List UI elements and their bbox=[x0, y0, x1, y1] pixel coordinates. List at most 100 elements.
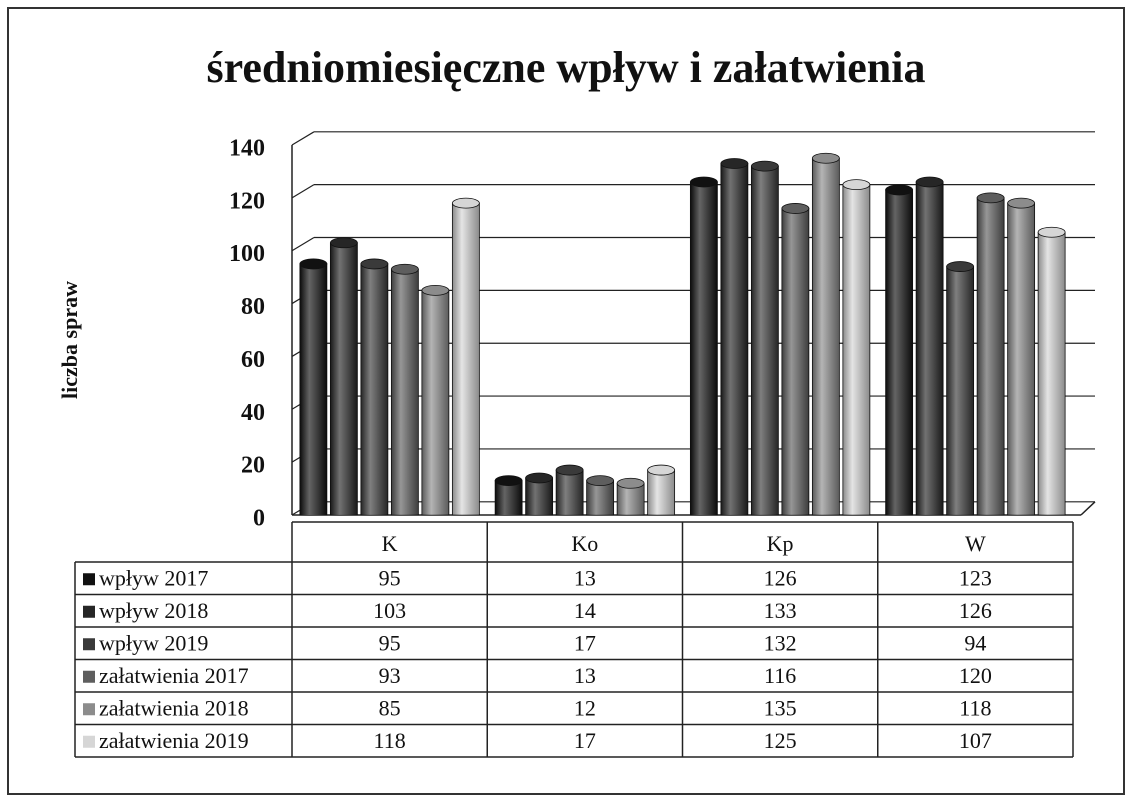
legend-swatch bbox=[83, 703, 95, 716]
bar bbox=[360, 258, 389, 516]
bar-top bbox=[1007, 197, 1036, 209]
table-value: 126 bbox=[959, 598, 992, 623]
bar bbox=[494, 475, 523, 516]
legend-label: załatwienia 2019 bbox=[99, 728, 249, 753]
bar-shine bbox=[842, 184, 870, 515]
bar-shine bbox=[751, 166, 779, 515]
bar-shine bbox=[299, 263, 327, 515]
grid-line bbox=[291, 184, 315, 199]
floor-line bbox=[1080, 501, 1096, 516]
bar bbox=[390, 263, 419, 516]
bar bbox=[750, 160, 779, 516]
bar-top bbox=[946, 261, 975, 272]
bar-shine bbox=[391, 269, 419, 515]
bar bbox=[616, 477, 645, 516]
bar bbox=[976, 192, 1005, 516]
table-value: 94 bbox=[964, 630, 986, 655]
bar-top bbox=[647, 464, 676, 476]
bar-shine bbox=[885, 189, 913, 515]
table-value: 85 bbox=[379, 695, 401, 720]
bar bbox=[555, 464, 584, 516]
bar-top bbox=[616, 477, 645, 489]
bar-top bbox=[555, 464, 584, 476]
table-value: 123 bbox=[959, 565, 992, 590]
grid-line bbox=[291, 131, 315, 146]
bar-shine bbox=[452, 203, 480, 515]
table-value: 125 bbox=[764, 728, 797, 753]
bar-shine bbox=[1038, 232, 1066, 515]
bar bbox=[525, 472, 554, 516]
bar-shine bbox=[421, 290, 449, 515]
bar-shine bbox=[781, 208, 809, 515]
table-value: 116 bbox=[764, 663, 796, 688]
y-tick-label: 80 bbox=[241, 294, 265, 320]
table-value: 107 bbox=[959, 728, 992, 753]
bar-top bbox=[451, 197, 480, 209]
table-value: 13 bbox=[574, 565, 596, 590]
table-value: 95 bbox=[379, 565, 401, 590]
bar-top bbox=[750, 160, 779, 172]
bar-top bbox=[494, 475, 523, 487]
bar-top bbox=[781, 203, 810, 214]
bar-shine bbox=[720, 163, 748, 515]
legend-label: załatwienia 2018 bbox=[99, 695, 249, 720]
y-tick-label: 140 bbox=[229, 136, 265, 162]
bar-shine bbox=[916, 182, 944, 515]
bar-top bbox=[586, 475, 615, 487]
bar bbox=[1007, 197, 1036, 516]
bar bbox=[647, 464, 676, 516]
legend-label: załatwienia 2017 bbox=[99, 663, 249, 688]
grid-line bbox=[291, 236, 315, 252]
bar-top bbox=[525, 472, 554, 484]
bar bbox=[586, 475, 615, 516]
y-tick-label: 40 bbox=[241, 400, 265, 426]
bar-shine bbox=[647, 470, 675, 515]
table-value: 12 bbox=[574, 695, 596, 720]
bar-shine bbox=[330, 242, 358, 516]
legend-label: wpływ 2017 bbox=[99, 565, 208, 590]
y-tick-label: 20 bbox=[241, 453, 265, 479]
bar-shine bbox=[360, 263, 388, 515]
bar-top bbox=[1037, 226, 1066, 238]
bar bbox=[299, 258, 328, 516]
bar bbox=[1037, 226, 1066, 516]
x-tick-label: Kp bbox=[767, 531, 794, 556]
table-value: 14 bbox=[574, 598, 596, 623]
x-tick-label: Ko bbox=[571, 531, 598, 556]
bar-top bbox=[811, 152, 840, 164]
bar-top bbox=[329, 237, 358, 249]
bar-shine bbox=[812, 158, 840, 515]
bar-shine bbox=[977, 197, 1005, 515]
bar-shine bbox=[586, 480, 614, 515]
table-value: 126 bbox=[764, 565, 797, 590]
bar-top bbox=[360, 258, 389, 270]
bar-top bbox=[976, 192, 1005, 204]
x-tick-label: K bbox=[382, 531, 398, 556]
chart-title: średniomiesięczne wpływ i załatwienia bbox=[207, 43, 926, 92]
table-value: 118 bbox=[959, 695, 991, 720]
bar bbox=[885, 184, 914, 516]
bar-top bbox=[915, 176, 944, 188]
bar-top bbox=[885, 184, 914, 196]
bar-top bbox=[720, 158, 749, 169]
bar bbox=[720, 158, 749, 516]
y-tick-label: 120 bbox=[229, 188, 265, 214]
bar bbox=[946, 261, 975, 516]
bar-top bbox=[299, 258, 328, 270]
bar bbox=[421, 284, 450, 516]
table-value: 133 bbox=[764, 598, 797, 623]
legend-swatch bbox=[83, 670, 95, 683]
table-value: 17 bbox=[574, 728, 596, 753]
table-value: 120 bbox=[959, 663, 992, 688]
table-value: 135 bbox=[764, 695, 797, 720]
bar-shine bbox=[690, 182, 718, 515]
table-value: 132 bbox=[764, 630, 797, 655]
table-value: 95 bbox=[379, 630, 401, 655]
table-value: 118 bbox=[374, 728, 406, 753]
legend-label: wpływ 2019 bbox=[99, 630, 208, 655]
bar-shine bbox=[556, 470, 584, 515]
bar bbox=[842, 179, 871, 516]
bar-top bbox=[842, 179, 871, 191]
table-value: 17 bbox=[574, 630, 596, 655]
